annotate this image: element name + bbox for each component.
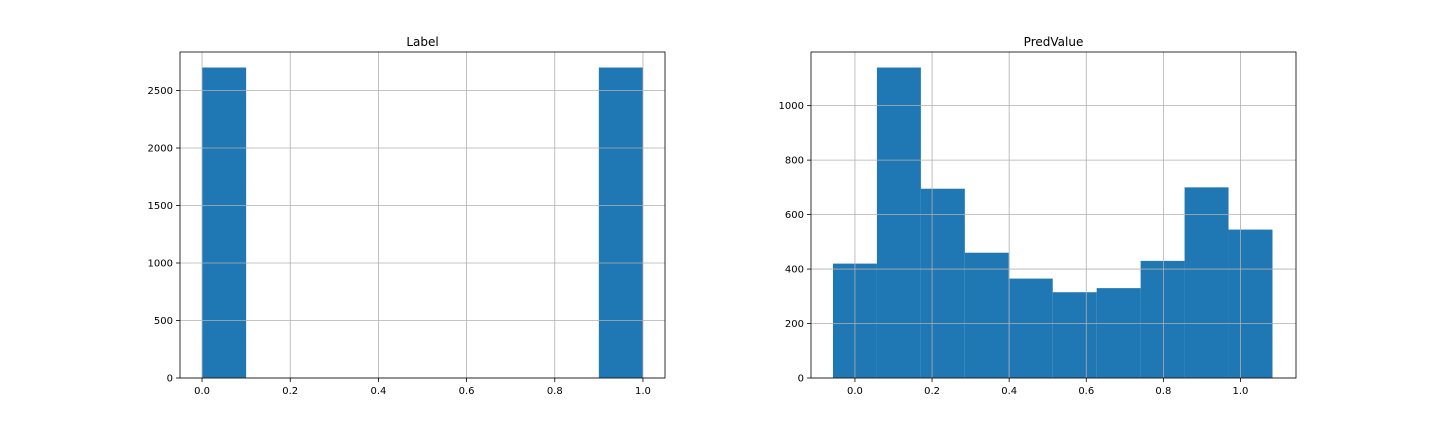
y-tick-label: 2000 [148,144,173,155]
histogram-bar [964,252,1009,378]
label-histogram: Label 0.0 0.2 0.4 0.6 0.8 1.0 0 500 1000 1500 2000… [148,35,666,397]
histogram-bar [876,67,921,379]
histogram-bar [1008,278,1053,378]
y-tick-label: 0 [798,374,804,385]
x-tick-label: 0.4 [370,386,386,397]
histogram-bar [202,67,247,379]
x-tick-label: 0.6 [459,386,475,397]
x-tick-label: 0.8 [547,386,563,397]
chart-title: PredValue [1024,35,1084,49]
y-tick-label: 1500 [148,201,173,212]
y-tick-label: 200 [785,319,804,330]
y-tick-label: 400 [785,265,804,276]
chart-title: Label [406,35,438,49]
histogram-bar [1228,229,1273,378]
histogram-bar [1096,288,1141,378]
histogram-bar [1184,187,1229,378]
x-tick-label: 0.6 [1078,386,1094,397]
y-tick-label: 1000 [779,101,804,112]
y-tick-label: 0 [167,374,173,385]
y-tick-label: 500 [154,316,173,327]
x-tick-label: 1.0 [635,386,651,397]
y-tick-label: 1000 [148,259,173,270]
histogram-bar [598,67,643,379]
x-tick-label: 0.8 [1155,386,1171,397]
x-tick-label: 0.4 [1001,386,1017,397]
x-tick-label: 0.0 [847,386,863,397]
y-tick-label: 2500 [148,86,173,97]
histogram-bar [1052,292,1097,378]
x-tick-label: 0.2 [282,386,298,397]
x-tick-label: 0.2 [924,386,940,397]
x-tick-label: 0.0 [194,386,210,397]
histogram-bar [1140,260,1185,378]
plot-frame [810,51,1297,379]
predvalue-histogram: PredValue 0.0 0.2 0.4 0.6 0.8 1.0 0 200 400 600 80… [779,35,1297,397]
y-tick-label: 800 [785,156,804,167]
y-tick-label: 600 [785,210,804,221]
plot-frame [179,51,666,379]
histogram-bar [920,188,965,378]
x-tick-label: 1.0 [1233,386,1249,397]
